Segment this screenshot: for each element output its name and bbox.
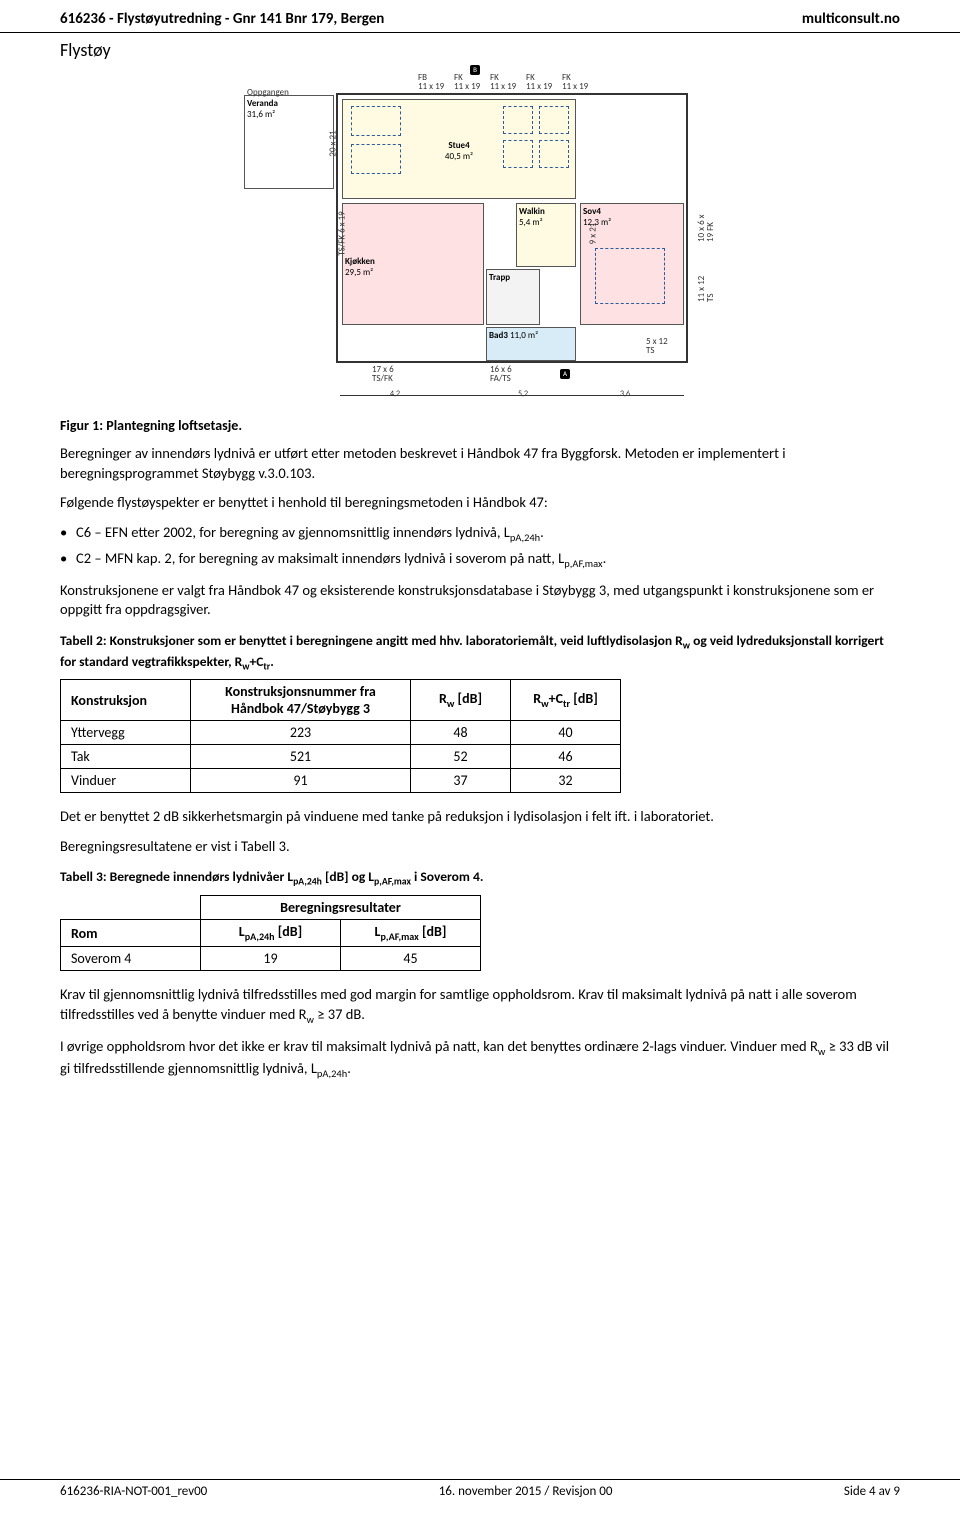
t3-h3: Lp,AF,max [dB] <box>341 920 481 947</box>
room-stue: Stue4 40,5 m² <box>342 99 576 199</box>
bad-area: 11,0 m² <box>510 330 538 341</box>
t2-h2: Konstruksjonsnummer fraHåndbok 47/Støyby… <box>191 680 411 721</box>
win-fk3: FK11 x 19 <box>526 73 552 91</box>
header-left: 616236 - Flystøyutredning - Gnr 141 Bnr … <box>60 10 384 28</box>
t3-h1: Rom <box>61 920 201 947</box>
para-7: I øvrige oppholdsrom hvor det ikke er kr… <box>60 1037 900 1081</box>
stue-name: Stue4 <box>448 140 469 151</box>
win-fk4: FK11 x 19 <box>562 73 588 91</box>
room-sov4: Sov4 12,3 m² <box>580 203 684 325</box>
win-fb: FB11 x 19 <box>418 73 444 91</box>
stue-area: 40,5 m² <box>445 151 473 162</box>
trapp-name: Trapp <box>489 272 510 283</box>
room-kjokken: Kjøkken 29,5 m² <box>342 203 484 325</box>
page-header: 616236 - Flystøyutredning - Gnr 141 Bnr … <box>0 0 960 33</box>
table-row: Tak 521 52 46 <box>61 745 621 769</box>
veranda-name: Veranda <box>247 98 278 109</box>
para-3: Konstruksjonene er valgt fra Håndbok 47 … <box>60 581 900 620</box>
figure-1-caption: Figur 1: Plantegning loftsetasje. <box>60 417 900 434</box>
table-row: Yttervegg 223 48 40 <box>61 721 621 745</box>
side-2021: 20 x 21 <box>329 130 338 156</box>
dim-36: 3,6 <box>620 389 630 399</box>
win-fk2: FK11 x 19 <box>490 73 516 91</box>
veranda-area: 31,6 m² <box>247 109 275 120</box>
footer-left: 616236-RIA-NOT-001_rev00 <box>60 1484 207 1499</box>
bullet-1: C6 – EFN etter 2002, for beregning av gj… <box>60 523 900 545</box>
table-row: Vinduer 91 37 32 <box>61 769 621 793</box>
win-fk1: FK11 x 19 <box>454 73 480 91</box>
table-row: Soverom 4 19 45 <box>61 947 481 971</box>
section-title: Flystøy <box>0 33 960 61</box>
room-trapp: Trapp <box>486 269 540 325</box>
marker-b-top: B <box>470 65 480 75</box>
table-2: Konstruksjon Konstruksjonsnummer fraHånd… <box>60 679 621 793</box>
t3-h2: LpA,24h [dB] <box>201 920 341 947</box>
para-6: Krav til gjennomsnittlig lydnivå tilfred… <box>60 985 900 1027</box>
sov-10x6: 10 x 6 x 19 FK <box>697 214 715 242</box>
ts-5x12: 5 x 12TS <box>646 337 668 355</box>
veranda-oppg: Oppgangen <box>247 88 289 97</box>
kjokken-name: Kjøkken <box>345 256 375 267</box>
room-walkin: Walkin 5,4 m² <box>516 203 576 267</box>
table-2-caption: Tabell 2: Konstruksjoner som er benyttet… <box>60 632 900 674</box>
t3-top: Beregningsresultater <box>201 896 481 920</box>
t2-h4: Rw+Ctr [dB] <box>511 680 621 721</box>
table-row: Rom LpA,24h [dB] Lp,AF,max [dB] <box>61 920 481 947</box>
para-1: Beregninger av innendørs lydnivå er utfø… <box>60 444 900 483</box>
dim-52: 5,2 <box>518 389 528 399</box>
bottom-tsfk: 17 x 6TS/FK <box>372 365 394 383</box>
para-4: Det er benyttet 2 dB sikkerhetsmargin på… <box>60 807 900 827</box>
side-9x21: 9 x 21 <box>588 223 597 245</box>
room-veranda: Oppgangen Veranda 31,6 m² <box>244 95 334 189</box>
dim-42: 4,2 <box>390 389 400 399</box>
table-row: Beregningsresultater <box>61 896 481 920</box>
bullet-list: C6 – EFN etter 2002, for beregning av gj… <box>60 523 900 571</box>
dim-line <box>340 395 684 396</box>
room-bad: Bad3 11,0 m² <box>486 327 576 361</box>
walkin-area: 5,4 m² <box>519 217 543 228</box>
side-tsfk: TS/FK 6 x 19 <box>338 211 347 255</box>
para-2: Følgende flystøyspekter er benyttet i he… <box>60 493 900 513</box>
para-5: Beregningsresultatene er vist i Tabell 3… <box>60 837 900 857</box>
main-content: Oppgangen Veranda 31,6 m² Kjøkken 29,5 m… <box>0 61 960 1081</box>
bottom-fats: 16 x 6FA/TS <box>490 365 512 383</box>
bad-name: Bad3 <box>489 330 508 341</box>
table-3-caption: Tabell 3: Beregnede innendørs lydnivåer … <box>60 868 900 889</box>
t2-h3: Rw [dB] <box>411 680 511 721</box>
ts-11x12: 11 x 12 TS <box>697 274 715 302</box>
floorplan-figure: Oppgangen Veranda 31,6 m² Kjøkken 29,5 m… <box>240 69 720 409</box>
marker-a-bottom: A <box>560 369 570 379</box>
footer-center: 16. november 2015 / Revisjon 00 <box>439 1484 613 1499</box>
t2-h1: Konstruksjon <box>61 680 191 721</box>
footer-right: Side 4 av 9 <box>844 1484 900 1499</box>
bullet-2: C2 – MFN kap. 2, for beregning av maksim… <box>60 549 900 571</box>
page-footer: 616236-RIA-NOT-001_rev00 16. november 20… <box>0 1479 960 1499</box>
table-3: Beregningsresultater Rom LpA,24h [dB] Lp… <box>60 895 481 971</box>
table-row: Konstruksjon Konstruksjonsnummer fraHånd… <box>61 680 621 721</box>
sov-name: Sov4 <box>583 206 601 217</box>
kjokken-area: 29,5 m² <box>345 267 373 278</box>
walkin-name: Walkin <box>519 206 545 217</box>
header-right: multiconsult.no <box>802 10 900 28</box>
